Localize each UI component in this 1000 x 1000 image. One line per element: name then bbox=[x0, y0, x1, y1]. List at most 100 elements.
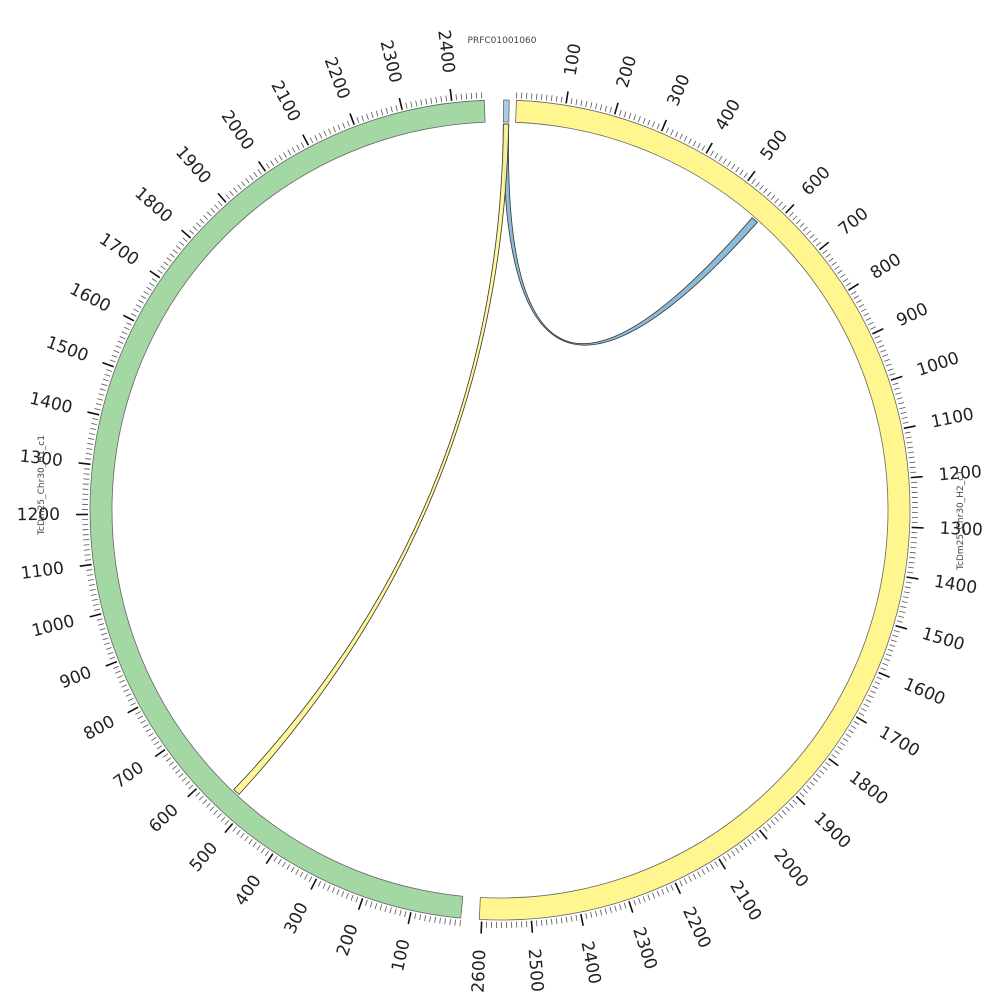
minor-tick bbox=[434, 916, 436, 923]
minor-tick bbox=[308, 876, 313, 883]
minor-tick bbox=[175, 245, 182, 250]
minor-tick bbox=[146, 286, 152, 291]
minor-tick bbox=[880, 667, 887, 671]
minor-tick bbox=[679, 880, 683, 887]
tick-label: 1600 bbox=[900, 674, 948, 709]
minor-tick bbox=[819, 769, 825, 775]
minor-tick bbox=[909, 556, 916, 559]
tick-label: 400 bbox=[231, 872, 266, 910]
minor-tick bbox=[244, 835, 249, 842]
minor-tick bbox=[806, 230, 812, 235]
minor-tick bbox=[647, 119, 651, 126]
minor-tick bbox=[876, 340, 883, 344]
minor-tick bbox=[731, 850, 736, 856]
tick-label: 700 bbox=[110, 758, 148, 793]
minor-tick bbox=[300, 142, 305, 148]
minor-tick bbox=[405, 102, 408, 109]
tick-label: 700 bbox=[835, 204, 873, 240]
minor-tick bbox=[885, 363, 892, 367]
minor-tick bbox=[815, 241, 822, 247]
minor-tick bbox=[395, 105, 398, 112]
minor-tick bbox=[374, 903, 378, 910]
minor-tick bbox=[785, 806, 791, 812]
minor-tick bbox=[770, 194, 776, 200]
minor-tick bbox=[265, 163, 270, 169]
minor-tick bbox=[890, 639, 897, 643]
minor-tick bbox=[837, 746, 843, 751]
minor-tick bbox=[264, 850, 270, 857]
minor-tick bbox=[910, 546, 917, 549]
minor-tick bbox=[766, 191, 772, 197]
minor-tick bbox=[889, 373, 896, 376]
minor-tick bbox=[125, 693, 132, 697]
seg-h1-arc bbox=[89, 99, 486, 919]
minor-tick bbox=[812, 237, 818, 243]
minor-tick bbox=[415, 100, 418, 107]
minor-tick bbox=[439, 917, 441, 924]
major-tick bbox=[530, 920, 534, 933]
major-tick bbox=[187, 788, 198, 798]
minor-tick bbox=[424, 915, 427, 922]
minor-tick bbox=[86, 569, 93, 571]
minor-tick bbox=[380, 109, 384, 116]
minor-tick bbox=[145, 728, 152, 733]
minor-tick bbox=[195, 792, 201, 797]
minor-tick bbox=[907, 451, 915, 454]
major-tick bbox=[449, 88, 453, 101]
minor-tick bbox=[902, 596, 909, 599]
minor-tick bbox=[580, 100, 583, 107]
minor-tick bbox=[168, 761, 175, 766]
minor-tick bbox=[906, 441, 913, 444]
minor-tick bbox=[850, 290, 857, 295]
minor-tick bbox=[853, 295, 860, 300]
minor-tick bbox=[878, 344, 885, 348]
minor-tick bbox=[88, 584, 95, 586]
minor-tick bbox=[714, 861, 719, 867]
minor-tick bbox=[909, 461, 916, 464]
minor-tick bbox=[799, 792, 805, 798]
minor-tick bbox=[628, 112, 632, 119]
minor-tick bbox=[327, 885, 331, 891]
link-blue bbox=[502, 123, 758, 346]
minor-tick bbox=[887, 368, 894, 372]
minor-tick bbox=[739, 844, 744, 851]
minor-tick bbox=[404, 911, 407, 918]
minor-tick bbox=[825, 762, 831, 767]
major-tick bbox=[674, 882, 682, 895]
major-tick bbox=[660, 119, 668, 132]
minor-tick bbox=[876, 676, 883, 680]
minor-tick bbox=[102, 637, 109, 641]
minor-tick bbox=[907, 571, 914, 574]
minor-tick bbox=[286, 864, 291, 870]
minor-tick bbox=[545, 94, 548, 101]
minor-tick bbox=[642, 896, 646, 903]
minor-tick bbox=[858, 712, 865, 716]
tick-label: 300 bbox=[280, 899, 312, 937]
tick-label: 1100 bbox=[929, 404, 975, 432]
minor-tick bbox=[845, 733, 852, 738]
ticks-layer bbox=[76, 88, 924, 934]
minor-tick bbox=[94, 408, 101, 411]
tick-label: 1400 bbox=[933, 572, 979, 599]
major-tick bbox=[181, 229, 192, 239]
minor-tick bbox=[848, 729, 854, 734]
seg-h2-arc bbox=[478, 99, 911, 921]
minor-tick bbox=[237, 184, 242, 190]
minor-tick bbox=[812, 777, 818, 783]
minor-tick bbox=[845, 282, 852, 287]
minor-tick bbox=[157, 269, 163, 274]
tick-label: 200 bbox=[333, 921, 363, 958]
minor-tick bbox=[133, 308, 139, 313]
minor-tick bbox=[89, 427, 97, 430]
major-tick bbox=[795, 795, 806, 806]
minor-tick bbox=[540, 919, 543, 926]
minor-tick bbox=[113, 350, 120, 354]
tick-label: 2000 bbox=[769, 845, 812, 891]
minor-tick bbox=[822, 249, 828, 254]
seg-h1-name-label: TcDm25_Chr30_H1_c1 bbox=[37, 435, 47, 536]
tick-label: 1300 bbox=[19, 446, 64, 471]
tick-label: 900 bbox=[894, 299, 932, 331]
minor-tick bbox=[638, 897, 641, 904]
minor-tick bbox=[365, 899, 368, 906]
minor-tick bbox=[85, 458, 92, 460]
